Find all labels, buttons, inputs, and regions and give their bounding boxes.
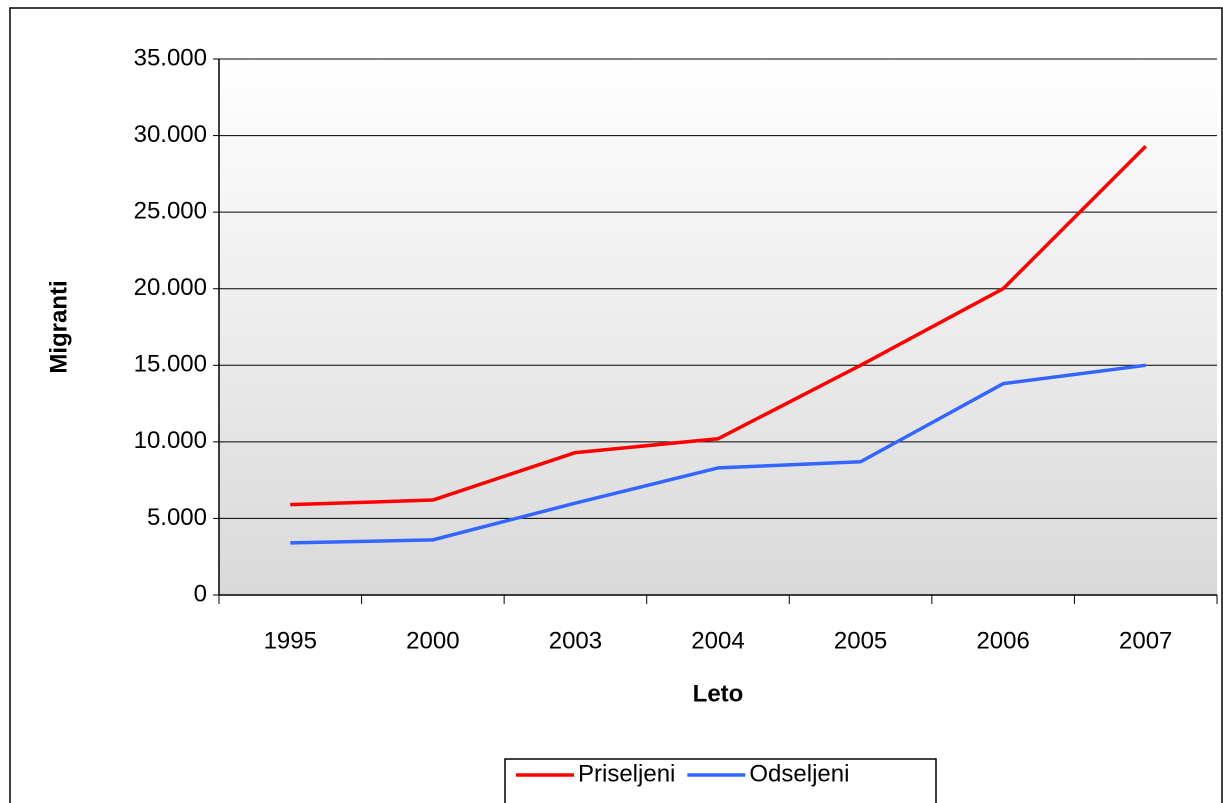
y-tick-label: 10.000 [134,427,207,454]
plot-area [219,59,1217,595]
y-tick-label: 30.000 [134,121,207,148]
y-tick-label: 15.000 [134,351,207,378]
x-tick-label: 2003 [549,627,602,654]
y-tick-label: 0 [194,580,207,607]
y-tick-label: 5.000 [147,504,207,531]
x-tick-label: 2005 [834,627,887,654]
x-tick-label: 2004 [691,627,744,654]
y-tick-label: 35.000 [134,44,207,71]
line-series [290,363,1146,545]
legend-label: Odseljeni [749,760,849,787]
x-tick-label: 1995 [264,627,317,654]
x-tick-label: 2007 [1119,627,1172,654]
legend-box [504,758,937,803]
x-tick-label: 2006 [976,627,1029,654]
y-axis-label: Migranti [45,280,72,373]
x-axis-label: Leto [693,680,744,707]
line-series [290,145,1147,507]
y-tick-label: 20.000 [134,274,207,301]
y-tick-label: 25.000 [134,197,207,224]
x-tick-label: 2000 [406,627,459,654]
legend-label: Priseljeni [578,760,675,787]
